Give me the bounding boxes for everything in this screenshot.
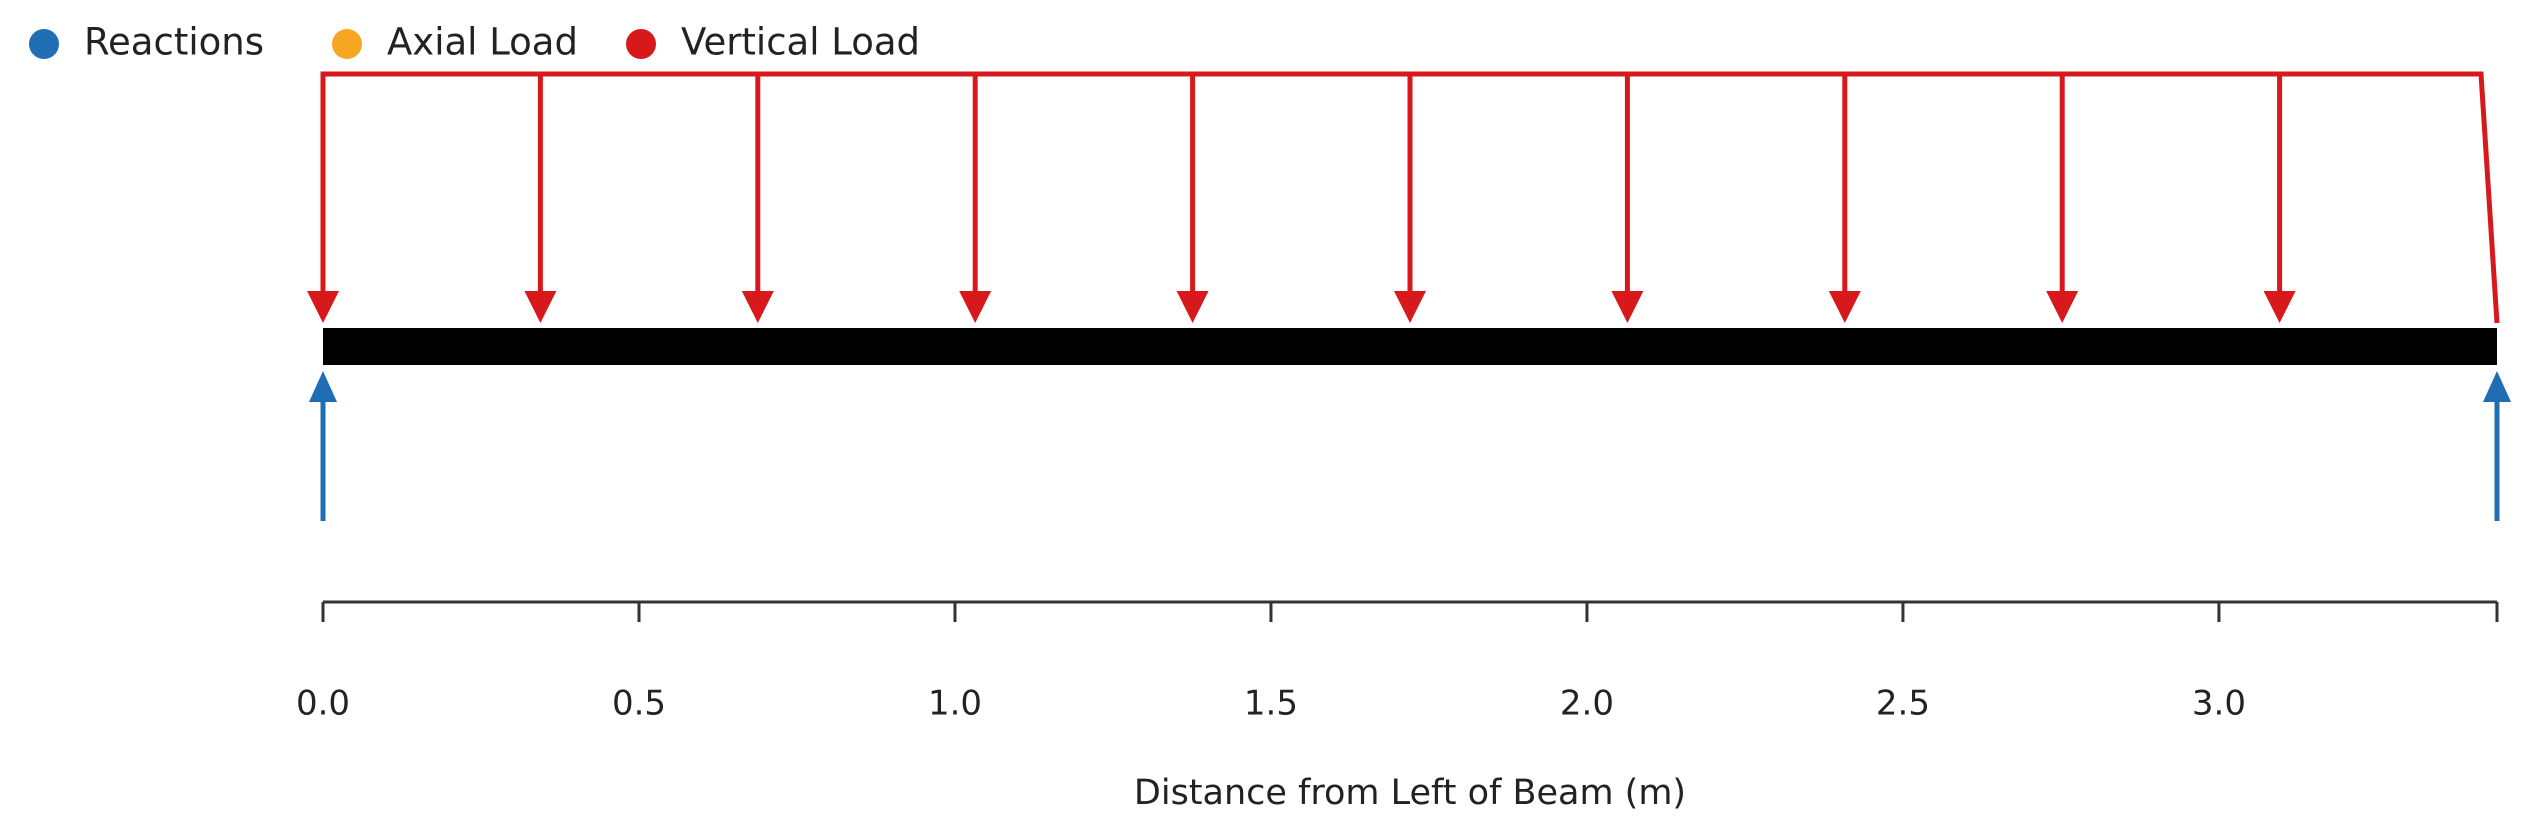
- legend-marker: [626, 29, 656, 59]
- axis-title: Distance from Left of Beam (m): [1134, 773, 1686, 813]
- tick-label: 1.0: [928, 684, 982, 724]
- load-arrowhead: [1611, 291, 1644, 323]
- load-arrowhead: [1394, 291, 1426, 323]
- tick-label: 1.5: [1244, 684, 1298, 724]
- beam: [323, 328, 2497, 365]
- reaction-arrowhead: [2483, 371, 2511, 402]
- tick-label: 0.5: [612, 684, 666, 724]
- load-arrowhead: [307, 291, 339, 323]
- legend-label: Reactions: [84, 21, 264, 64]
- tick-label: 3.0: [2192, 684, 2246, 724]
- load-arrowhead: [524, 291, 557, 323]
- load-arrowhead: [959, 291, 992, 323]
- legend-label: Axial Load: [387, 21, 578, 64]
- load-arrowhead: [2046, 291, 2079, 323]
- load-arrowhead: [2263, 291, 2296, 323]
- legend-label: Vertical Load: [681, 21, 920, 64]
- tick-label: 0.0: [296, 684, 350, 724]
- load-arrowhead: [1828, 291, 1861, 323]
- tick-label: 2.0: [1560, 684, 1614, 724]
- legend-marker: [332, 29, 362, 59]
- tick-label: 2.5: [1876, 684, 1930, 724]
- reaction-arrowhead: [309, 371, 337, 402]
- legend-marker: [29, 29, 59, 59]
- load-arrowhead: [1176, 291, 1209, 323]
- load-arrowhead: [741, 291, 774, 323]
